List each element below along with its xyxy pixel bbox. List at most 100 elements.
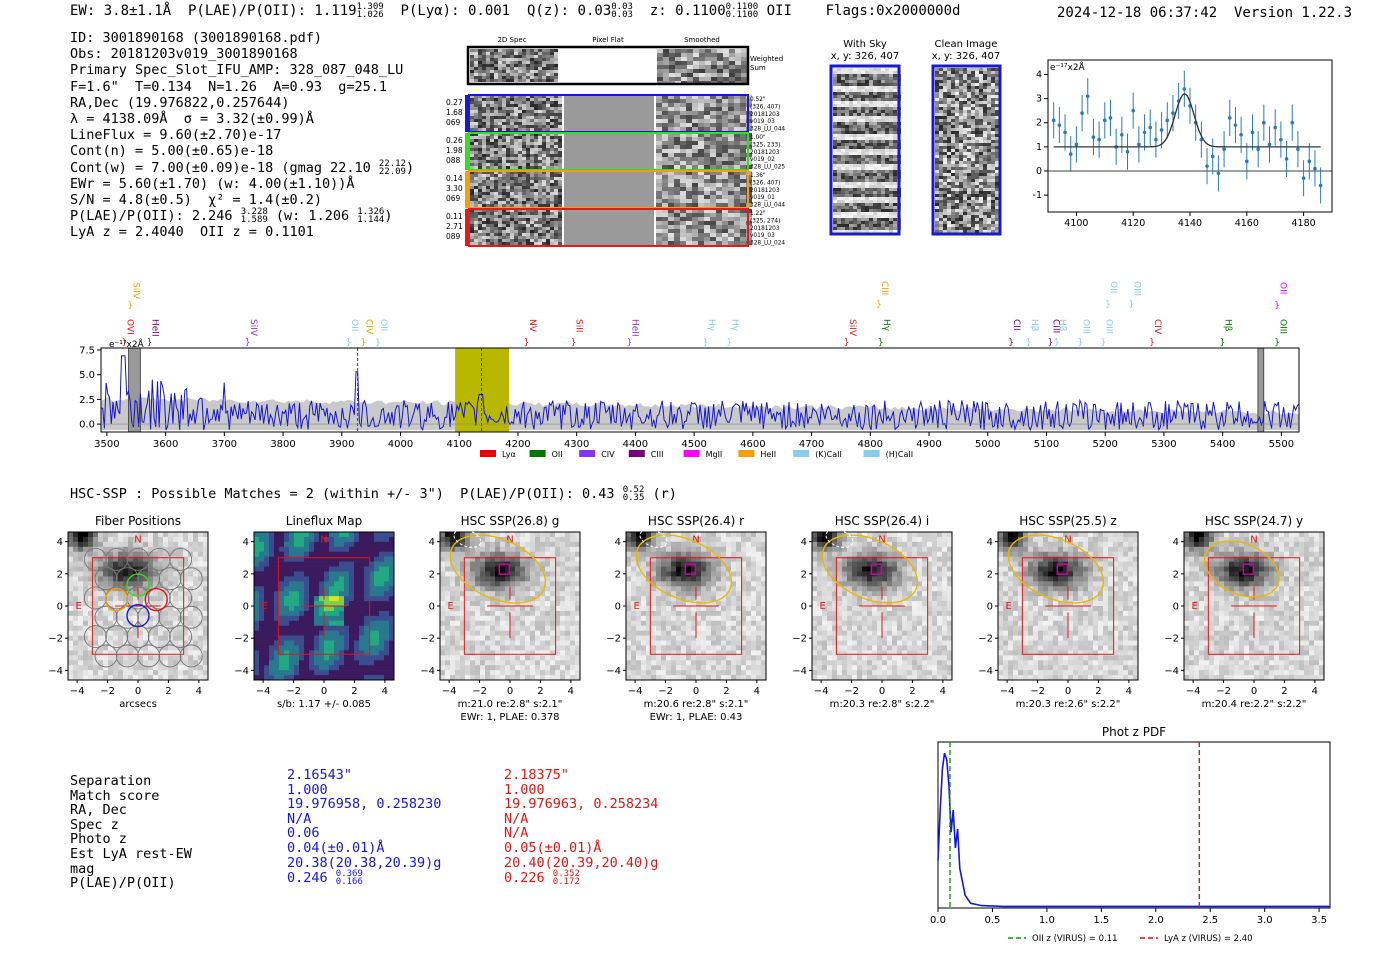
line-label: Hβ — [1029, 319, 1039, 332]
hsc-panel-4: HSC SSP(26.4) i N E −4 −4 −2 −2 0 0 2 2 4 4 m:20.3 re… — [792, 514, 953, 710]
line-label: OVI — [124, 319, 134, 335]
zoom-point — [1222, 147, 1226, 152]
row-2-right-2: 20181203 — [750, 188, 780, 194]
galaxy-ellipse — [449, 534, 547, 604]
east-label: E — [75, 601, 81, 612]
hsc-panel-image — [440, 532, 581, 681]
aperture-box — [463, 557, 557, 655]
zoom-plot-frame — [1047, 59, 1333, 213]
pdf-legend-label: LyA z (VIRUS) = 2.40 — [1164, 934, 1253, 944]
line-label: OIII — [1277, 319, 1287, 334]
legend-swatch — [480, 450, 496, 457]
hsc-xtick-label: 2 — [537, 686, 543, 697]
spectra-2d-panel: 2D Spec Pixel Flat Smoothed Weighted Sum… — [446, 36, 785, 247]
hsc-xtick-label: 4 — [754, 686, 760, 697]
full-xtick-label: 5400 — [1210, 439, 1235, 450]
line-label-brace: } — [147, 338, 153, 348]
zoom-point — [1125, 149, 1130, 154]
fiber-circle — [126, 547, 150, 571]
fiber-circle — [147, 586, 171, 610]
line-label-brace: } — [876, 300, 882, 310]
line-label: HeII — [630, 319, 640, 337]
legend-label: HeII — [760, 450, 776, 459]
hsc-caption: m:20.4 re:2.2" s:2.2" — [1202, 699, 1307, 710]
hsc-ytick-label: −4 — [1164, 666, 1179, 677]
zoom-point — [1227, 116, 1232, 120]
hsc-ytick-label: 2 — [801, 569, 807, 580]
hsc-ytick-label: 4 — [57, 537, 63, 548]
row-0-right-0: 0.52" — [750, 97, 766, 103]
legend-label: CIV — [601, 450, 615, 459]
full-xtick-label: 5300 — [1151, 439, 1176, 450]
row-3-right-1: (325, 274) — [750, 218, 780, 224]
fiber-circle — [158, 605, 182, 629]
hsc-panel-6: HSC SSP(24.7) y N E −4 −4 −2 −2 0 0 2 2 4 4 m:20.4 re… — [1164, 514, 1325, 710]
zoom-point — [1137, 142, 1141, 147]
zoom-point — [1279, 137, 1283, 142]
zoom-point — [1131, 108, 1135, 113]
info-lambda: λ = 4138.09Å σ = 3.32(±0.99)Å — [70, 111, 314, 128]
row-0-side-bar — [465, 95, 468, 132]
hsc-xtick-label: −2 — [1216, 686, 1231, 697]
row-0-right-1: (326, 407) — [750, 104, 780, 110]
east-label: E — [261, 601, 267, 612]
fiber-circle — [169, 586, 193, 610]
zoom-point — [1142, 130, 1147, 135]
zoom-xtick-label: 4100 — [1064, 218, 1088, 229]
hsc-xtick-label: −4 — [256, 686, 271, 697]
zoom-point — [1182, 87, 1187, 91]
row-1-2d-noise — [470, 133, 562, 169]
pdf-xtick-label: 0.0 — [930, 915, 946, 926]
info-contn: Cont(n) = 5.00(±0.65)e-18 — [70, 143, 274, 160]
zoom-point — [1205, 164, 1209, 168]
hsc-ytick-label: −2 — [606, 634, 621, 645]
fiber-circle — [105, 625, 129, 649]
pdf-xtick-label: 2.5 — [1202, 915, 1218, 926]
full-ytick-label: 0.0 — [79, 420, 95, 431]
row-3-smoothed-noise — [656, 209, 752, 245]
zoom-point — [1307, 159, 1312, 164]
hsc-ytick-label: 2 — [429, 569, 435, 580]
north-label: N — [878, 534, 885, 545]
line-label-brace: } — [1100, 338, 1106, 348]
legend-swatch — [738, 450, 755, 457]
row-2-smoothed-noise — [656, 171, 752, 207]
hsc-panel-title: HSC SSP(26.4) r — [648, 514, 744, 528]
clean-frame — [931, 64, 1002, 236]
hsc-caption: m:21.0 re:2.8" s:2.1" — [458, 699, 563, 710]
hsc-ytick-label: 0 — [801, 602, 807, 613]
zoom-point — [1233, 123, 1238, 127]
full-xtick-label: 4300 — [564, 439, 589, 450]
full-xtick-label: 5200 — [1092, 439, 1117, 450]
with-sky-frame — [829, 64, 901, 236]
hsc-xtick-label: −4 — [814, 686, 829, 697]
zoom-ytick-label: 4 — [1036, 69, 1042, 80]
pdf-curve — [937, 752, 1330, 908]
hsc-ytick-label: 2 — [57, 569, 63, 580]
hsc-ytick-label: −4 — [234, 666, 249, 677]
zoom-point — [1097, 137, 1101, 142]
line-label: OII — [1277, 282, 1287, 294]
galaxy-ellipse — [635, 534, 733, 604]
col-title-smoothed: Smoothed — [684, 36, 720, 44]
aperture-box — [835, 557, 929, 655]
hsc-xtick-label: 0 — [321, 686, 327, 697]
photz-pdf-chart: Phot z PDF 0.0 0.5 1.0 1.5 2.0 2.5 3.0 3.5 OII z… — [930, 725, 1331, 944]
full-xtick-label: 4500 — [681, 439, 706, 450]
hsc-caption: m:20.3 re:2.8" s:2.2" — [830, 699, 935, 710]
hsc-panel-title: HSC SSP(25.5) z — [1019, 514, 1117, 528]
fiber-circle — [158, 644, 182, 668]
row-0-left-0: 0.27 — [446, 98, 463, 107]
line-label: OIII — [1103, 319, 1113, 334]
row-0-pixelflat — [564, 95, 654, 131]
highlight-fiber — [144, 587, 168, 612]
zoom-point — [1301, 176, 1306, 181]
hsc-ytick-label: −2 — [792, 634, 807, 645]
zoom-fit-curve — [1053, 93, 1321, 148]
hsc-ytick-label: −4 — [606, 666, 621, 677]
hsc-ytick-label: −4 — [420, 666, 435, 677]
east-label: E — [633, 601, 639, 612]
hsc-xtick-label: 4 — [196, 686, 202, 697]
highlight-fiber — [126, 573, 150, 597]
zoom-xtick-label: 4160 — [1235, 218, 1259, 229]
